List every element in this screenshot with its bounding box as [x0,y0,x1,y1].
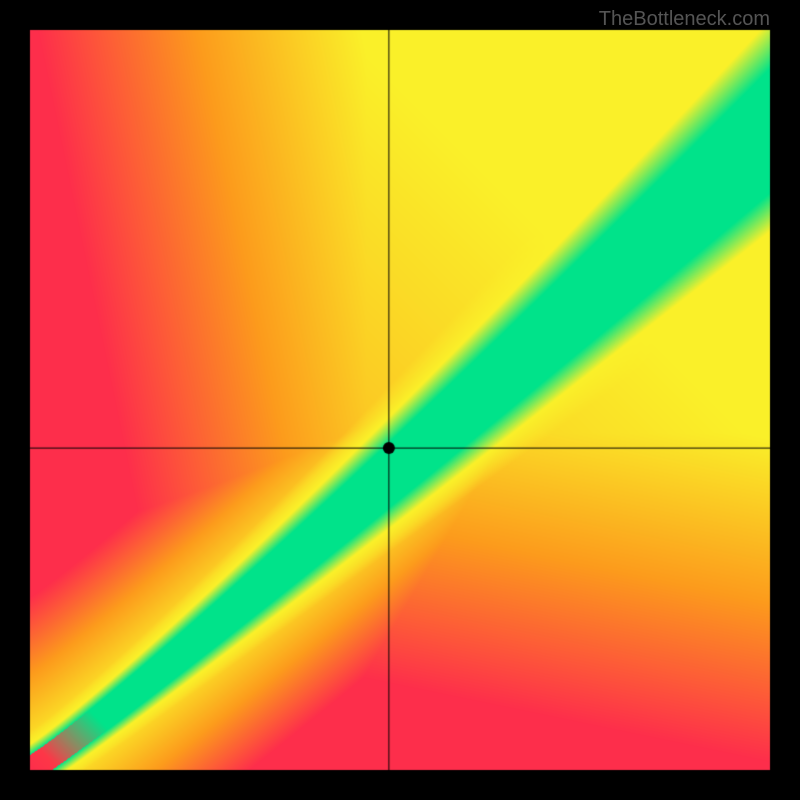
watermark-text: TheBottleneck.com [599,8,770,31]
bottleneck-heatmap-canvas [0,0,800,800]
